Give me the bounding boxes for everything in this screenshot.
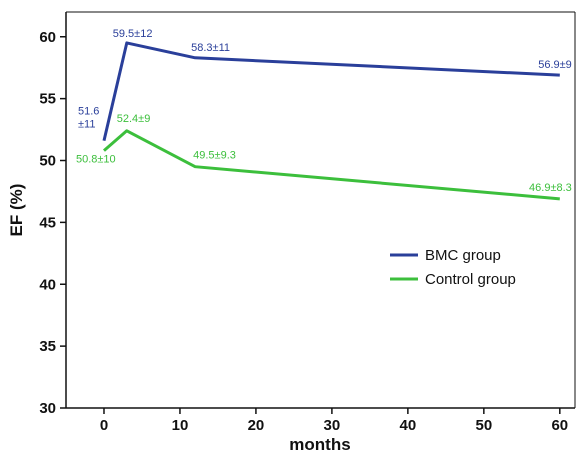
x-tick-label: 10	[172, 417, 189, 434]
data-label: 50.8±10	[76, 154, 116, 166]
x-tick-label: 20	[248, 417, 265, 434]
axes	[65, 11, 576, 409]
x-tick-label: 50	[475, 417, 492, 434]
data-label: 58.3±11	[191, 42, 230, 54]
x-tick-label: 0	[100, 417, 108, 434]
series-line-bmc	[102, 41, 560, 142]
data-labels: 51.6 ±11 59.5±12 58.3±11 56.9±9 50.8±10 52.4±9…	[76, 28, 572, 194]
y-tick-label: 50	[39, 153, 56, 170]
y-tick-label: 30	[39, 400, 56, 417]
data-label: 51.6 ±11	[78, 106, 99, 131]
y-axis-title: EF (%)	[7, 184, 26, 237]
y-tick-label: 35	[39, 338, 56, 355]
y-tick-label: 40	[39, 276, 56, 293]
legend-label-control: Control group	[425, 271, 516, 288]
x-tick-label: 60	[551, 417, 568, 434]
data-label: 56.9±9	[538, 59, 572, 71]
y-tick-label: 60	[39, 29, 56, 46]
x-tick-label: 30	[324, 417, 341, 434]
data-label: 49.5±9.3	[193, 150, 236, 162]
series-line-control	[103, 129, 560, 201]
series-layer	[102, 41, 560, 201]
x-tick-label: 40	[400, 417, 417, 434]
x-axis-title: months	[289, 435, 350, 454]
data-label: 46.9±8.3	[529, 182, 572, 194]
data-label: 52.4±9	[117, 113, 151, 125]
y-ticks: 30 35 40 45 50 55 60	[39, 29, 66, 417]
x-ticks: 0 10 20 30 40 50 60	[100, 408, 568, 434]
data-label: 59.5±12	[113, 28, 153, 40]
y-tick-label: 55	[39, 91, 56, 108]
legend: BMC group Control group	[390, 247, 516, 288]
y-tick-label: 45	[39, 214, 56, 231]
legend-label-bmc: BMC group	[425, 247, 501, 264]
